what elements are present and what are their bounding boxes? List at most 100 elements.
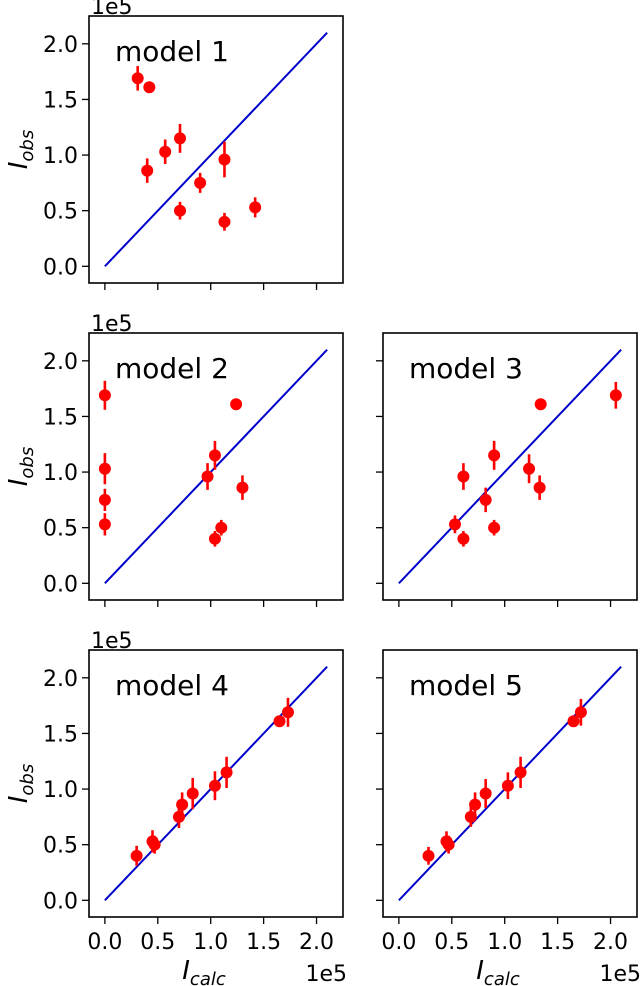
model-5-plot-area <box>398 665 622 902</box>
model-2-plot-area <box>98 348 328 585</box>
model-1-data-point <box>143 81 156 94</box>
model-5-data-point <box>501 779 514 792</box>
model-5-title: model 5 <box>409 669 523 702</box>
model-3-plot-area <box>398 348 622 585</box>
model-5-x-tick-label: 2.0 <box>593 930 628 955</box>
model-5-data-point <box>514 766 527 779</box>
model-2-data-point <box>201 470 214 483</box>
model-4-data-point <box>281 706 294 719</box>
model-5-data-point <box>567 715 580 728</box>
model-4-x-exponent-label: 1e5 <box>305 962 347 986</box>
model-4-x-tick-label: 1.5 <box>246 930 281 955</box>
model-2-data-point <box>98 493 111 506</box>
model-4-y-tick-label: 2.0 <box>43 667 78 692</box>
model-1-plot-area <box>104 31 328 268</box>
model-3-identity-line <box>398 348 622 585</box>
model-2-y-tick-label: 2.0 <box>43 350 78 375</box>
model-5-panel: 0.0 0.5 1.0 1.5 2.0 model 5 1e5 Icalc <box>376 649 640 986</box>
model-2-data-point <box>215 521 228 534</box>
model-1-y-tick-label: 1.5 <box>43 88 78 113</box>
model-2-panel: 0.0 0.5 1.0 1.5 2.0 model 2 1e5 Iobs <box>4 312 344 607</box>
model-1-data-point <box>174 132 187 145</box>
model-5-frame <box>382 649 638 918</box>
model-4-x-tick-label: 1.0 <box>193 930 228 955</box>
model-3-data-point <box>523 462 536 475</box>
model-1-title: model 1 <box>115 35 229 68</box>
model-4-y-exponent-label: 1e5 <box>91 629 133 654</box>
model-5-data-point <box>422 849 435 862</box>
model-1-data-point <box>218 215 231 228</box>
model-1-identity-line <box>104 31 328 268</box>
model-3-data-point <box>479 493 492 506</box>
model-2-y-axis-label: Iobs <box>4 447 38 487</box>
model-1-y-tick-label: 0.5 <box>43 200 78 225</box>
model-2-y-tick-label: 0.0 <box>43 572 78 597</box>
model-3-frame <box>382 332 638 601</box>
model-2-data-point <box>208 532 221 545</box>
model-1-frame <box>88 15 344 284</box>
model-5-x-axis-label: Icalc <box>476 956 520 986</box>
model-3-data-point <box>609 389 622 402</box>
model-4-y-tick-label: 1.5 <box>43 722 78 747</box>
model-1-y-exponent-label: 1e5 <box>91 0 133 20</box>
model-1-y-axis-label: Iobs <box>4 130 38 170</box>
model-4-y-tick-label: 0.5 <box>43 834 78 859</box>
model-3-title: model 3 <box>409 352 523 385</box>
model-2-y-tick-label: 1.5 <box>43 405 78 430</box>
model-2-frame <box>88 332 344 601</box>
model-2-data-point <box>236 481 249 494</box>
model-2-data-point <box>98 518 111 531</box>
model-4-y-tick-label: 0.0 <box>43 889 78 914</box>
model-4-data-point <box>273 715 286 728</box>
model-5-x-tick-label: 1.5 <box>540 930 575 955</box>
model-1-y-tick-label: 0.0 <box>43 255 78 280</box>
model-2-data-point <box>98 462 111 475</box>
model-1-y-tick-label: 1.0 <box>43 144 78 169</box>
model-2-y-tick-label: 1.0 <box>43 461 78 486</box>
model-3-data-point <box>448 518 461 531</box>
model-1-data-point <box>141 164 154 177</box>
model-5-data-point <box>442 838 455 851</box>
model-4-data-point <box>148 838 161 851</box>
model-5-x-tick-label: 0.5 <box>434 930 469 955</box>
model-5-x-exponent-label: 1e5 <box>599 962 640 986</box>
model-4-x-tick-label: 0.5 <box>140 930 175 955</box>
model-5-x-tick-label: 0.0 <box>381 930 416 955</box>
model-3-data-point <box>457 470 470 483</box>
model-2-title: model 2 <box>115 352 229 385</box>
model-3-panel: model 3 <box>376 332 638 607</box>
model-3-data-point <box>457 532 470 545</box>
model-4-frame <box>88 649 344 918</box>
model-4-data-point <box>208 779 221 792</box>
model-4-data-point <box>186 787 199 800</box>
model-1-data-point <box>174 204 187 217</box>
model-4-data-point <box>220 766 233 779</box>
model-4-title: model 4 <box>115 669 229 702</box>
model-5-x-tick-label: 1.0 <box>487 930 522 955</box>
model-3-data-point <box>488 449 501 462</box>
model-5-data-point <box>479 787 492 800</box>
model-1-data-point <box>131 72 144 85</box>
model-3-data-point <box>488 521 501 534</box>
model-1-data-point <box>159 145 172 158</box>
model-2-y-exponent-label: 1e5 <box>91 312 133 337</box>
model-1-y-tick-label: 2.0 <box>43 33 78 58</box>
model-4-y-axis-label: Iobs <box>4 764 38 804</box>
model-1-panel: 0.0 0.5 1.0 1.5 2.0 model 1 1e5 Iobs <box>4 0 344 290</box>
model-2-data-point <box>98 389 111 402</box>
model-4-x-axis-label: Icalc <box>182 956 226 986</box>
model-4-panel: 0.0 0.5 1.0 1.5 2.0 0.0 0.5 1.0 1.5 2.0 model 4 1e5… <box>4 629 347 986</box>
model-2-y-tick-label: 0.5 <box>43 517 78 542</box>
model-3-data-point <box>533 481 546 494</box>
model-2-data-point <box>208 449 221 462</box>
model-1-data-point <box>194 176 207 189</box>
model-4-plot-area <box>104 665 328 902</box>
model-5-data-point <box>469 798 482 811</box>
model-5-data-point <box>574 706 587 719</box>
model-4-data-point <box>130 849 143 862</box>
model-2-data-point <box>230 398 243 411</box>
model-1-data-point <box>249 201 262 214</box>
model-4-x-tick-label: 2.0 <box>299 930 334 955</box>
model-3-data-point <box>534 398 547 411</box>
